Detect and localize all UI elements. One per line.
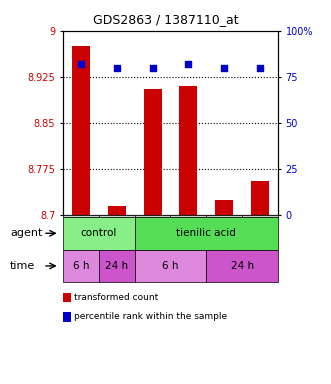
Text: control: control bbox=[80, 228, 117, 238]
Bar bbox=[215, 200, 233, 215]
Bar bbox=[144, 89, 162, 215]
Text: agent: agent bbox=[10, 228, 42, 238]
Point bbox=[78, 61, 83, 67]
Bar bbox=[179, 86, 197, 215]
Bar bbox=[108, 206, 126, 215]
Text: percentile rank within the sample: percentile rank within the sample bbox=[74, 312, 228, 321]
Point bbox=[114, 65, 119, 71]
Point bbox=[221, 65, 227, 71]
Text: 24 h: 24 h bbox=[231, 261, 254, 271]
Text: time: time bbox=[10, 261, 35, 271]
Point bbox=[186, 61, 191, 67]
Text: transformed count: transformed count bbox=[74, 293, 159, 302]
Text: tienilic acid: tienilic acid bbox=[176, 228, 236, 238]
Text: GDS2863 / 1387110_at: GDS2863 / 1387110_at bbox=[93, 13, 238, 26]
Text: 6 h: 6 h bbox=[162, 261, 179, 271]
Text: 6 h: 6 h bbox=[72, 261, 89, 271]
Point bbox=[258, 65, 263, 71]
Text: 24 h: 24 h bbox=[105, 261, 128, 271]
Point bbox=[150, 65, 155, 71]
Bar bbox=[251, 181, 269, 215]
Bar bbox=[72, 46, 90, 215]
